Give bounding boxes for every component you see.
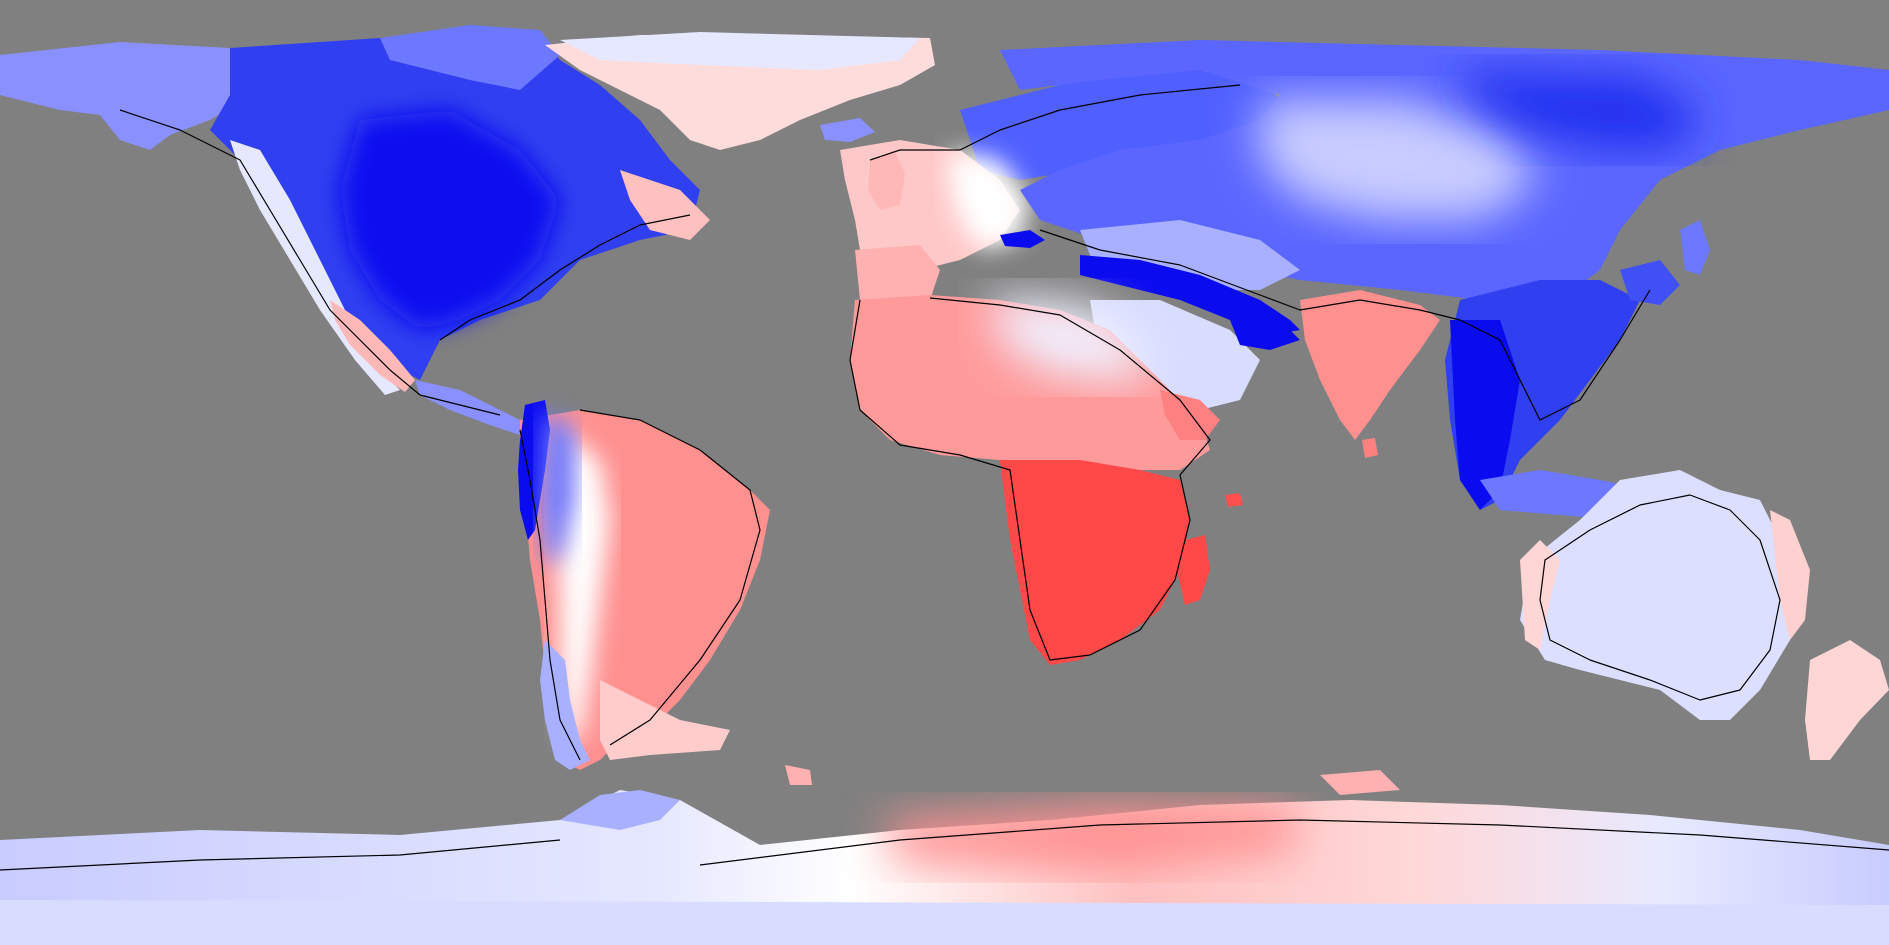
- coastline-antarctica: [0, 819, 1889, 871]
- coastline-eurasia: [869, 84, 1651, 421]
- land-arabia: [1090, 300, 1260, 410]
- land-greenland-north: [560, 32, 920, 70]
- land-antarctic-peninsula: [560, 790, 680, 830]
- land-iceland: [820, 118, 875, 142]
- land-sahara-cool: [990, 295, 1150, 380]
- region-south-america: [518, 400, 812, 785]
- region-antarctica: [0, 770, 1889, 945]
- land-central-america: [415, 380, 530, 435]
- coastline-south-america: [519, 409, 761, 761]
- land-andes-halo: [540, 410, 575, 560]
- land-alaska: [0, 42, 260, 150]
- land-east-coast-warm: [620, 170, 710, 240]
- land-us-core: [340, 110, 560, 330]
- region-asia: [1000, 40, 1889, 520]
- land-arabia-coast: [1230, 320, 1300, 350]
- coastlines: [0, 84, 1889, 871]
- land-south-georgia: [1320, 770, 1400, 795]
- land-north-africa: [850, 295, 1210, 470]
- land-korea: [1620, 260, 1680, 305]
- coastline-north-america: [119, 109, 691, 416]
- land-canada-arctic: [380, 25, 560, 90]
- land-siberia-deep: [1460, 70, 1700, 150]
- coastline-africa: [849, 297, 1211, 661]
- land-andes: [518, 400, 550, 540]
- land-british-isles: [868, 150, 905, 210]
- land-australia-east: [1770, 510, 1810, 640]
- land-southern-cone-warm: [600, 680, 730, 760]
- region-greenland: [545, 32, 935, 150]
- land-antarctica-warm: [880, 805, 1300, 870]
- region-africa: [850, 295, 1243, 665]
- land-india: [1300, 290, 1440, 440]
- land-antarctica-south-rim: [0, 900, 1889, 945]
- land-japan: [1680, 220, 1710, 275]
- region-europe: [820, 70, 1280, 310]
- land-alps: [1000, 230, 1045, 248]
- land-mexico: [330, 300, 415, 392]
- land-scandinavia-russia: [960, 70, 1280, 180]
- land-madagascar: [1178, 535, 1210, 605]
- land-southeast-asia-deep: [1450, 320, 1520, 510]
- region-oceania: [1520, 470, 1889, 760]
- land-siberia-light: [1260, 100, 1540, 220]
- land-horn-of-africa: [1160, 390, 1220, 440]
- land-australia-ring: [1520, 540, 1560, 650]
- land-new-zealand: [1805, 640, 1889, 760]
- land-europe-blend: [950, 150, 1030, 250]
- land-falklands: [785, 765, 812, 785]
- land-iberia-warm: [855, 245, 940, 310]
- land-southern-africa: [1000, 460, 1190, 665]
- coastline-australia: [1539, 494, 1781, 701]
- land-west-coast: [230, 140, 400, 395]
- land-himalaya: [1080, 255, 1300, 335]
- region-north-america: [0, 25, 710, 435]
- land-reunion: [1225, 493, 1243, 507]
- land-australia: [1520, 470, 1800, 720]
- land-sri-lanka: [1362, 438, 1378, 458]
